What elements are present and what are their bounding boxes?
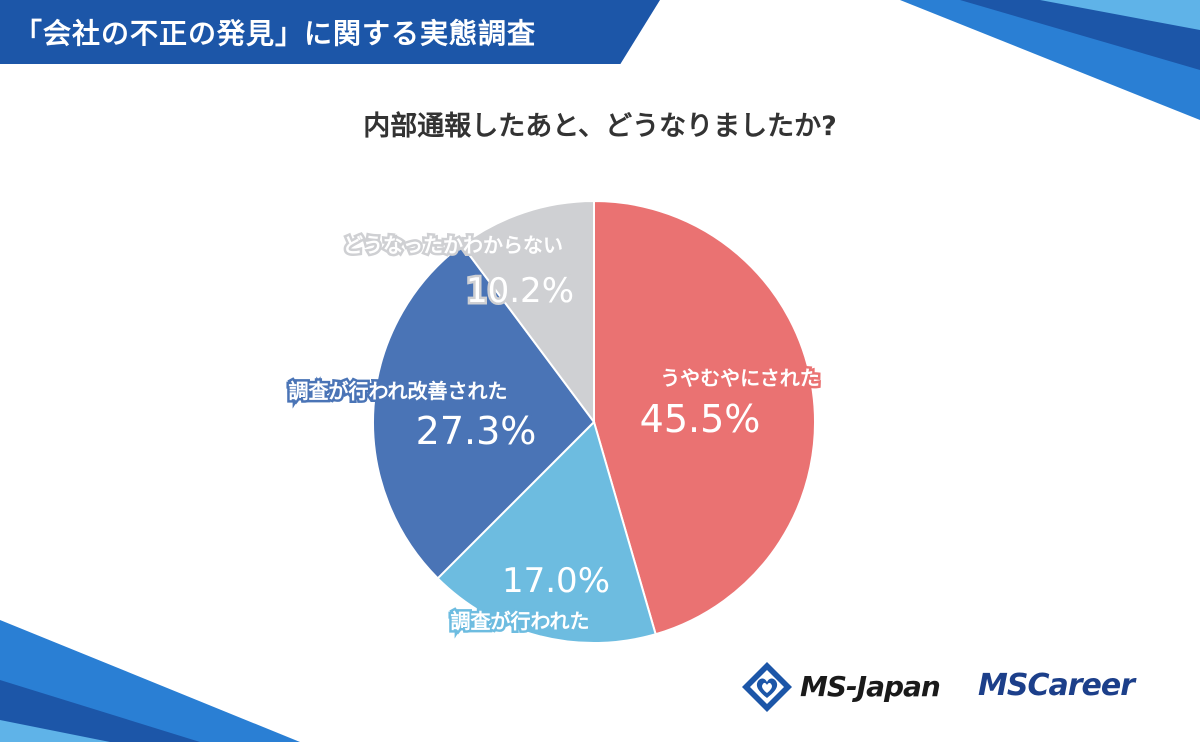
slice-label: うやむやにされた xyxy=(660,366,820,390)
pie-slice xyxy=(460,199,595,426)
title-banner xyxy=(0,0,660,64)
top-right-stripe-3 xyxy=(1040,0,1200,30)
logo-area: MS-Japan MSCareer xyxy=(740,660,1160,716)
page-title: 「会社の不正の発見」に関する実態調査 xyxy=(14,17,537,50)
diamond-heart-icon xyxy=(742,662,792,712)
slice-label: 調査が行われた xyxy=(451,609,590,633)
slice-value-label: 45.5% xyxy=(640,397,761,441)
pie-slice xyxy=(436,420,657,644)
bottom-left-stripe-2 xyxy=(0,680,200,742)
pie-slice xyxy=(593,199,816,636)
slice-value-label: 10.2% xyxy=(466,271,574,311)
slice-label: どうなったかわからない xyxy=(343,233,563,257)
pie-slice xyxy=(372,243,596,580)
chart-title: 内部通報したあと、どうなりましたか? xyxy=(363,111,837,142)
ms-japan-logo: MS-Japan xyxy=(800,670,941,703)
slice-value-label: 17.0% xyxy=(502,561,610,601)
slice-value-label: 27.3% xyxy=(416,409,537,453)
slice-label: 調査が行われ改善された xyxy=(289,379,508,403)
bottom-left-stripe-3 xyxy=(0,720,110,742)
ms-career-logo: MSCareer xyxy=(978,668,1135,703)
